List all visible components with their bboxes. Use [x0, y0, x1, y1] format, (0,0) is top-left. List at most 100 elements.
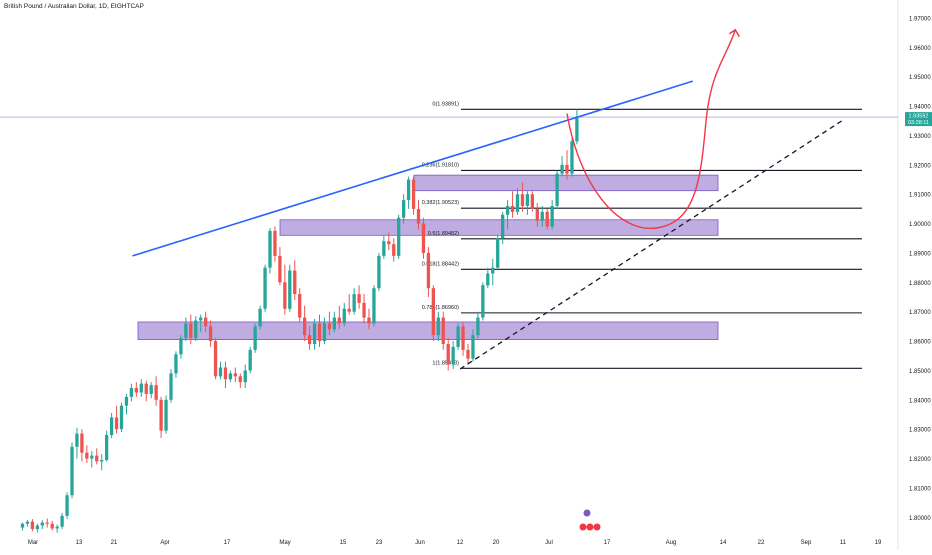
projection-curve [566, 29, 736, 229]
candle-body [431, 288, 435, 336]
candle [80, 429, 84, 462]
candle-body [575, 118, 579, 142]
candle [35, 523, 39, 533]
candle [30, 519, 35, 532]
y-tick-label: 1.82000 [909, 457, 931, 463]
candle [416, 200, 421, 230]
candle-body [303, 317, 307, 336]
fib-level-label: 0.5(1.89482) [428, 231, 459, 237]
candle-body [119, 405, 124, 430]
candle-body [218, 367, 223, 377]
candle [60, 512, 64, 530]
candle-body [520, 194, 525, 206]
candle-body [164, 399, 168, 431]
candle [441, 311, 445, 350]
candle [208, 320, 213, 347]
x-tick-label: 17 [604, 540, 611, 546]
candle [194, 316, 198, 342]
candle-body [253, 326, 257, 350]
candle [189, 314, 193, 345]
candle [421, 217, 426, 259]
candle-body [65, 495, 69, 516]
candle [387, 232, 391, 251]
candle-body [35, 525, 39, 530]
candle [436, 311, 440, 342]
candle [144, 380, 148, 402]
candle-body [273, 230, 277, 256]
x-tick-label: Sep [801, 540, 812, 546]
candle [268, 227, 272, 274]
candle [530, 191, 534, 212]
candle [213, 338, 218, 380]
fib-level-label: 0.786(1.86960) [422, 305, 459, 311]
fib-level-label: 0.382(1.90523) [422, 200, 459, 206]
last-price-tag-bg [905, 112, 932, 127]
candle [45, 518, 49, 528]
candle-body [184, 323, 188, 339]
x-tick-label: 12 [457, 540, 464, 546]
candle-body [441, 317, 445, 345]
event-marker-icon [583, 509, 591, 517]
candle-body [545, 211, 549, 227]
candle-body [461, 326, 465, 350]
candle [446, 338, 450, 371]
candle [347, 294, 351, 315]
candle [505, 200, 510, 230]
candle-body [382, 241, 386, 256]
candle-body [139, 383, 143, 393]
candle [342, 302, 346, 327]
candle [520, 182, 525, 212]
candle [174, 351, 178, 378]
candle-body [451, 346, 455, 365]
y-tick-label: 1.90000 [909, 222, 931, 228]
candle [570, 138, 574, 177]
candle [105, 430, 109, 462]
candle-body [312, 323, 317, 345]
y-tick-label: 1.96000 [909, 46, 931, 52]
fib-level-label: 0.236(1.91810) [422, 162, 459, 168]
candle [525, 191, 530, 215]
x-tick-label: Aug [666, 540, 677, 546]
candle-body [387, 241, 391, 245]
candle [248, 346, 252, 374]
y-tick-label: 1.87000 [909, 310, 931, 316]
candle-body [95, 455, 99, 462]
candle [322, 317, 327, 345]
candle [337, 305, 341, 330]
candle-body [496, 238, 500, 268]
x-tick-label: 13 [76, 540, 83, 546]
y-tick-label: 1.83000 [909, 428, 931, 434]
candle [75, 427, 79, 459]
candle-body [322, 323, 327, 342]
candle-body [466, 349, 470, 359]
candle [406, 176, 411, 209]
candle [40, 520, 44, 530]
candle-body [411, 179, 416, 209]
x-tick-label: Jul [545, 540, 553, 546]
candle-body [154, 385, 158, 400]
candle [451, 341, 455, 369]
y-tick-label: 1.97000 [909, 17, 931, 23]
candle [382, 235, 386, 259]
x-tick-label: 14 [720, 540, 727, 546]
candle-body [85, 452, 89, 459]
candle [456, 323, 460, 350]
event-markers [579, 509, 601, 531]
candle-body [550, 205, 554, 227]
candle [377, 252, 381, 292]
candle [25, 519, 30, 527]
candle [119, 402, 124, 433]
y-tick-label: 1.93000 [909, 134, 931, 140]
candle [278, 247, 282, 286]
candle-body [372, 288, 376, 324]
candle-body [100, 460, 104, 462]
candle [575, 109, 579, 145]
candle [283, 264, 287, 315]
candle [555, 170, 559, 209]
candle-body [570, 141, 574, 174]
candle-body [258, 308, 262, 327]
candle-body [159, 399, 163, 431]
x-tick-label: Jun [415, 540, 425, 546]
